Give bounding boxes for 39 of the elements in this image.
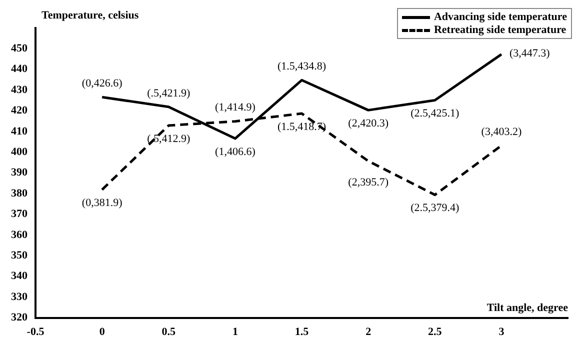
annotation: (1,406.6) [215,146,256,158]
y-tick-label: 380 [11,187,28,200]
y-tick-label: 400 [11,146,28,158]
annotation: (.5,412.9) [147,132,190,145]
annotation: (2,420.3) [348,118,389,130]
annotation: (3,403.2) [481,126,522,138]
x-tick-label: -0.5 [26,326,45,338]
x-tick-label: 0 [99,326,106,338]
annotation: (1.5,434.8) [277,60,326,73]
y-tick-label: 350 [11,250,28,262]
y-tick-label: 440 [11,63,28,76]
x-tick-label: 2.5 [428,326,442,338]
y-tick-label: 390 [11,166,28,179]
legend-label: Retreating side temperature [434,24,566,36]
y-tick-label: 370 [11,208,28,220]
annotation: (.5,421.9) [147,87,190,100]
x-tick-label: 0.5 [162,326,176,338]
y-tick-label: 410 [11,125,28,138]
y-tick-label: 420 [11,104,28,117]
annotation: (3,447.3) [509,48,550,60]
x-tick-label: 2 [366,326,372,338]
annotation: (0,381.9) [82,197,123,210]
annotation: (2.5,379.4) [410,202,460,214]
y-tick-label: 450 [11,42,28,55]
annotation: (2.5,425.1) [410,108,460,120]
x-tick-label: 1 [232,326,238,338]
annotation: (1,414.9) [215,102,256,114]
annotation: (0,426.6) [82,78,123,90]
annotation: (2,395.7) [348,176,389,188]
y-tick-label: 360 [11,228,28,241]
x-tick-label: 1.5 [294,326,310,338]
y-tick-label: 430 [11,84,28,96]
legend-label: Advancing side temperature [434,11,567,23]
y-tick-label: 320 [11,312,28,324]
y-axis-title: Temperature, celsius [42,9,140,22]
x-axis-title: Tilt angle, degree [486,302,568,314]
y-tick-label: 340 [11,270,28,282]
y-tick-label: 330 [11,290,28,303]
x-tick-label: 3 [498,326,505,338]
